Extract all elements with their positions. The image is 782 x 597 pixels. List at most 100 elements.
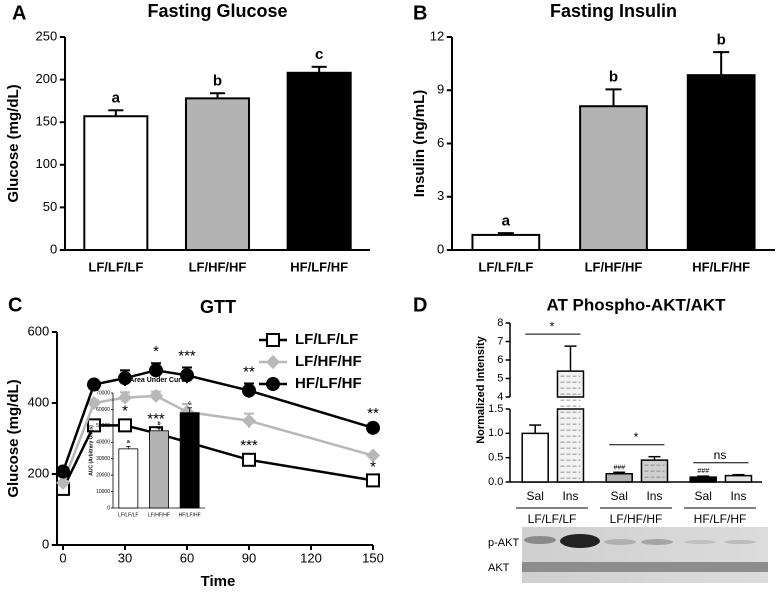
x-tick-label: LF/LF/LF	[118, 512, 138, 518]
blot-band	[560, 534, 600, 548]
y-tick-label: 5	[497, 372, 503, 384]
annotation: ***	[240, 437, 258, 454]
x-tick-label: Sal	[611, 489, 628, 503]
y-tick-label: 9	[437, 82, 444, 97]
y-tick-label: 10000	[96, 489, 110, 495]
annotation: ***	[178, 347, 196, 364]
bar	[521, 432, 549, 483]
bar-label: ###	[697, 468, 709, 475]
x-tick-label: HF/LF/HF	[692, 260, 750, 275]
bar	[149, 430, 169, 509]
bar-label: c	[315, 46, 323, 63]
comparison-label: *	[550, 319, 555, 333]
blot-band	[524, 536, 556, 544]
bar	[179, 412, 200, 509]
annotation: *	[153, 343, 159, 360]
y-tick-label: 100	[35, 156, 57, 171]
legend-label: LF/HF/HF	[295, 353, 362, 370]
y-tick-label: 0	[50, 241, 57, 256]
y-tick-label: 3	[437, 188, 444, 203]
x-tick-label: 60	[180, 550, 194, 565]
y-tick-label: 150	[35, 114, 57, 129]
comparison-label: ns	[714, 448, 727, 462]
bar	[724, 474, 753, 483]
chart-title: GTT	[200, 297, 236, 317]
x-tick-label: Ins	[646, 489, 662, 503]
blot-label: AKT	[488, 562, 510, 574]
marker	[149, 363, 163, 378]
x-tick-label: LF/HF/HF	[585, 260, 643, 275]
y-axis-label: Glucose (mg/dL)	[5, 379, 22, 497]
marker	[242, 383, 256, 398]
blot-band	[641, 539, 673, 545]
y-tick-label: 8	[497, 317, 503, 329]
y-tick-label: 12	[430, 28, 444, 43]
bar-label: c	[188, 401, 191, 407]
marker	[87, 418, 101, 433]
y-tick-label: 600	[27, 323, 49, 338]
y-tick-label: 30000	[96, 456, 110, 462]
bar-label: b	[157, 421, 160, 427]
y-tick-label: 0	[437, 241, 444, 256]
bar	[689, 476, 717, 483]
marker	[180, 368, 194, 383]
annotation: **	[367, 405, 379, 422]
bar-label: a	[127, 439, 130, 445]
x-axis-label: Time	[201, 573, 236, 590]
annotation: ***	[147, 410, 165, 427]
blot-background	[522, 527, 768, 583]
x-tick-label: Sal	[695, 489, 712, 503]
bar-label: b	[717, 31, 726, 48]
y-tick-label: 70000	[96, 390, 110, 396]
panel-label: B	[413, 2, 427, 24]
bar	[605, 472, 633, 483]
y-tick-label: 20000	[96, 472, 110, 478]
y-tick-label: 50	[43, 199, 57, 214]
bar	[556, 370, 585, 483]
marker	[149, 388, 163, 403]
blot-band	[604, 539, 636, 545]
bar-label: a	[502, 212, 511, 229]
chart-title: Fasting Insulin	[550, 1, 677, 21]
panel-label: C	[8, 294, 22, 316]
x-tick-label: Sal	[527, 489, 544, 503]
x-tick-label: LF/HF/HF	[148, 512, 170, 518]
marker	[242, 452, 256, 467]
x-tick-label: 150	[362, 550, 384, 565]
marker	[118, 371, 132, 386]
annotation: **	[243, 363, 255, 380]
marker	[366, 473, 380, 488]
marker	[87, 396, 101, 410]
y-tick-label: 1.5	[488, 403, 503, 415]
blot-band	[684, 540, 716, 544]
x-tick-label: LF/HF/HF	[189, 260, 247, 275]
bar-label: a	[112, 90, 121, 107]
chart-title: Area Under Curve	[129, 377, 189, 384]
group-label: HF/LF/HF	[694, 512, 747, 526]
x-tick-label: HF/LF/HF	[290, 260, 348, 275]
marker	[87, 377, 101, 392]
y-tick-label: 40000	[96, 440, 110, 446]
marker	[366, 420, 380, 435]
y-tick-label: 50000	[96, 423, 110, 429]
y-tick-label: 7	[497, 335, 503, 347]
y-tick-label: 0.0	[488, 476, 503, 488]
x-tick-label: Ins	[730, 489, 746, 503]
legend-label: HF/LF/HF	[295, 375, 362, 392]
bar-label: b	[609, 69, 618, 86]
marker	[366, 448, 380, 463]
bar-label: ###	[613, 465, 625, 472]
marker	[118, 418, 132, 433]
comparison-label: *	[634, 430, 639, 444]
x-tick-label: LF/LF/LF	[88, 260, 143, 275]
y-tick-label: 6	[437, 135, 444, 150]
blot-band	[522, 562, 768, 572]
marker	[118, 390, 132, 405]
marker	[56, 475, 70, 490]
y-tick-label: 60000	[96, 407, 110, 413]
bar-label: b	[213, 73, 222, 90]
y-axis-label: Normalized Intensity	[475, 335, 487, 443]
y-axis-label: Insulin (ng/mL)	[411, 90, 428, 197]
bar	[184, 97, 251, 252]
